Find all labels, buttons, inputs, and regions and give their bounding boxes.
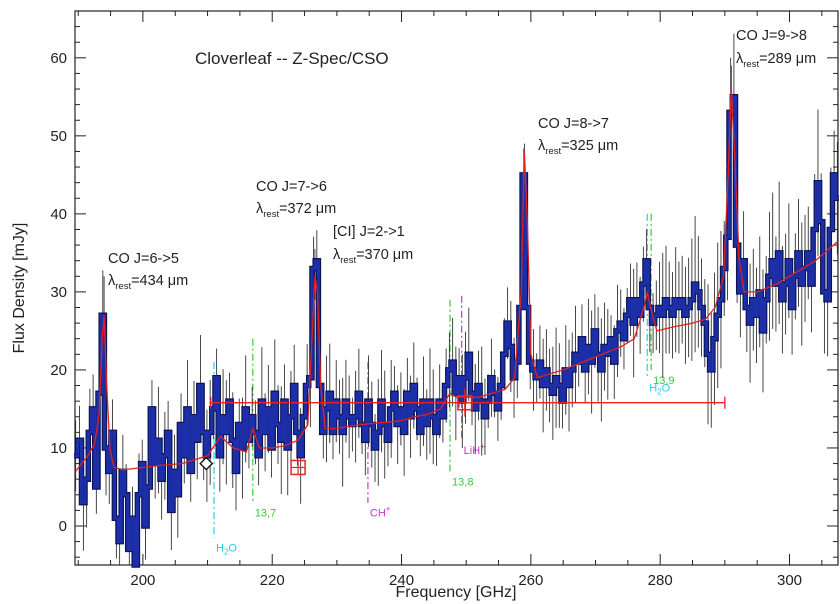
annotation-ci-2-1-line: [CI] J=2->1 bbox=[333, 224, 405, 240]
x-tick-label: 260 bbox=[518, 572, 543, 589]
line-marker-label: CH+ bbox=[370, 505, 391, 520]
y-tick-label: 60 bbox=[50, 50, 67, 67]
spectrum-outline bbox=[74, 94, 839, 568]
annotation-co-6-5-lambda: λrest=434 μm bbox=[108, 273, 188, 292]
line-marker-label: LiH+ bbox=[464, 442, 486, 457]
x-tick-label: 200 bbox=[130, 572, 155, 589]
y-axis-label: Flux Density [mJy] bbox=[11, 223, 28, 354]
annotation-co-9-8: CO J=9->8 λrest=289 μm bbox=[736, 28, 816, 70]
line-marker-label: 13,9 bbox=[653, 375, 674, 387]
plot-frame bbox=[74, 10, 839, 566]
model-line bbox=[75, 88, 839, 472]
annotation-co-7-6-lambda: λrest=372 μm bbox=[256, 201, 336, 220]
annotation-co-7-6: CO J=7->6 λrest=372 μm bbox=[256, 179, 336, 220]
annotation-co-6-5: CO J=6->5 λrest=434 μm bbox=[108, 251, 188, 292]
y-tick-label: 0 bbox=[59, 518, 67, 535]
y-tick-label: 40 bbox=[50, 206, 67, 223]
annotation-ci-2-1-lambda: λrest=370 μm bbox=[333, 247, 413, 266]
spectrum-series bbox=[74, 94, 839, 568]
y-tick-label: 10 bbox=[50, 440, 67, 457]
annotation-ci-2-1: [CI] J=2->1 λrest=370 μm bbox=[333, 224, 413, 266]
y-tick-label: 30 bbox=[50, 284, 67, 301]
continuum-points bbox=[199, 388, 726, 476]
x-tick-label: 240 bbox=[389, 572, 414, 589]
line-marker-label: 13,8 bbox=[452, 476, 473, 488]
y-tick-label: 20 bbox=[50, 362, 67, 379]
x-axis-label: Frequency [GHz] bbox=[396, 584, 517, 601]
annotation-co-7-6-line: CO J=7->6 bbox=[256, 179, 327, 195]
line-marker-label: H2O bbox=[216, 543, 237, 557]
model-series bbox=[75, 88, 839, 472]
annotation-co-8-7-lambda: λrest=325 μm bbox=[538, 138, 618, 157]
annotation-co-8-7: CO J=8->7 λrest=325 μm bbox=[538, 116, 618, 157]
annotation-co-9-8-line: CO J=9->8 bbox=[736, 28, 807, 44]
chart-title: Cloverleaf -- Z-Spec/CSO bbox=[195, 49, 389, 68]
spectrum-line bbox=[74, 95, 839, 567]
line-marker-label: H2O bbox=[649, 383, 670, 397]
line-marker-label: 13,7 bbox=[255, 508, 276, 520]
annotation-co-6-5-line: CO J=6->5 bbox=[108, 251, 179, 267]
diamond-marker bbox=[199, 456, 214, 471]
x-tick-label: 300 bbox=[777, 572, 802, 589]
x-tick-label: 280 bbox=[648, 572, 673, 589]
x-tick-label: 220 bbox=[260, 572, 285, 589]
annotation-co-9-8-lambda: λrest=289 μm bbox=[736, 51, 816, 70]
annotation-co-8-7-line: CO J=8->7 bbox=[538, 116, 609, 132]
y-tick-label: 50 bbox=[50, 128, 67, 145]
